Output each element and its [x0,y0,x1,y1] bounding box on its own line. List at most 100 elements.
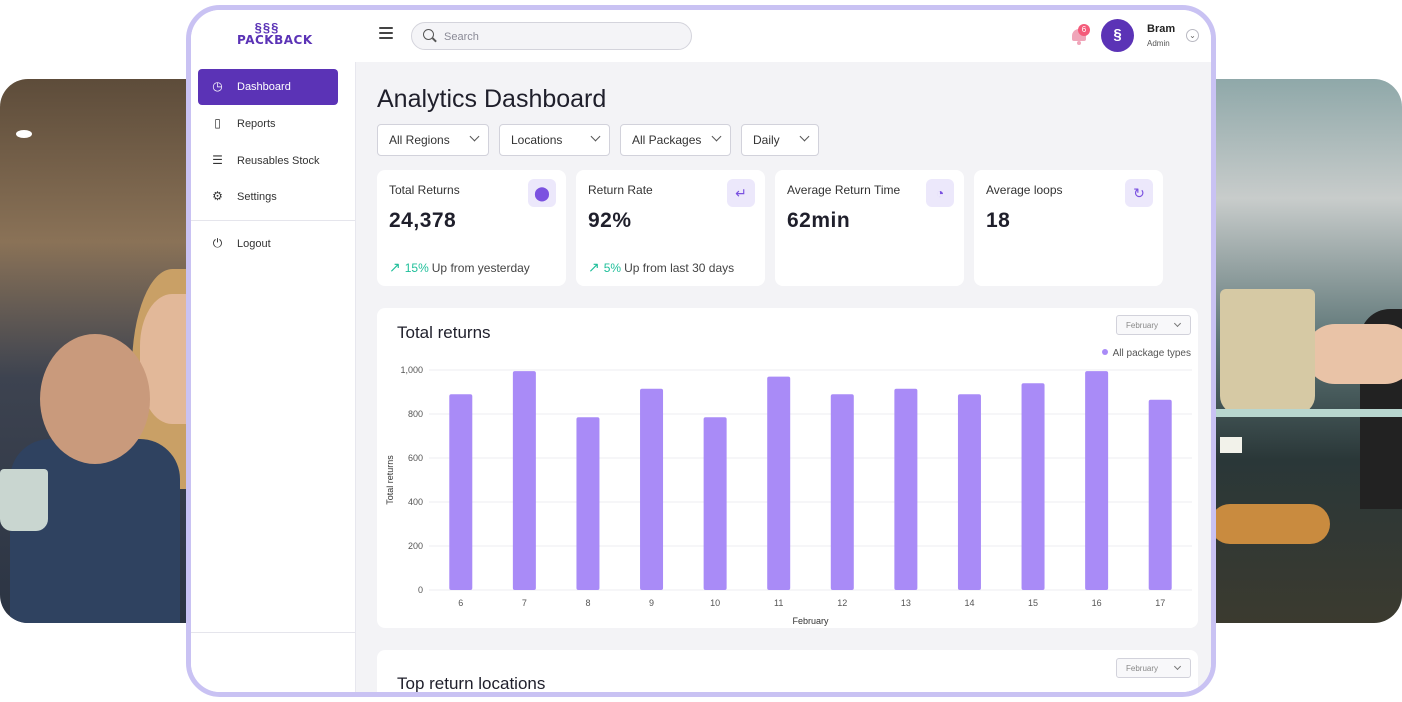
bar [830,394,854,590]
y-tick-label: 200 [408,541,423,551]
x-axis-label: February [792,616,829,626]
sidebar-item-label: Reports [237,118,276,130]
kpi-card-average-loops: Average loops ↻ 18 [974,170,1163,286]
month-select[interactable]: February [1116,315,1191,335]
x-tick-label: 17 [1155,598,1165,608]
sidebar-divider [191,220,355,221]
logo-wordmark: PACKBACK [237,33,313,47]
sidebar-item-label: Settings [237,191,277,203]
chart-legend: All package types [1101,348,1191,359]
filter-locations-select[interactable]: Locations [499,124,610,156]
chevron-down-icon [711,131,722,142]
kpi-title: Average Return Time [787,183,901,197]
bar [1021,383,1045,590]
x-tick-label: 8 [585,598,590,608]
bar [767,376,791,590]
kpi-trend: ↗ 15% Up from yesterday [389,259,530,275]
x-tick-label: 16 [1092,598,1102,608]
search-box [411,22,692,50]
kpi-title: Total Returns [389,183,460,197]
sidebar-item-label: Dashboard [237,81,291,93]
sidebar-item-settings[interactable]: ⚙ Settings [198,179,338,215]
bar [1085,371,1109,590]
chevron-down-icon [590,131,601,142]
chevron-down-icon [1173,662,1182,671]
y-tick-label: 0 [418,585,423,595]
user-menu-chevron-icon[interactable]: ⌄ [1186,29,1199,42]
y-tick-label: 800 [408,409,423,419]
sidebar-item-reusables-stock[interactable]: ☰ Reusables Stock [198,143,338,179]
refresh-icon: ↻ [1125,179,1153,207]
sidebar: ◷ Dashboard ▯ Reports ☰ Reusables Stock … [191,62,356,692]
kpi-title: Return Rate [588,183,653,197]
app-window: §§§ PACKBACK 6 § Bram Admin ⌄ ◷ Dashboar… [186,5,1216,697]
trend-up-icon: ↗ [389,259,401,275]
clipboard-icon: ▯ [214,116,221,130]
filter-packages-select[interactable]: All Packages [620,124,731,156]
y-tick-label: 1,000 [400,365,423,375]
bar [449,394,473,590]
power-icon: ⏻ [212,236,223,250]
sidebar-item-label: Logout [237,238,271,250]
bar [1148,399,1172,590]
sidebar-divider [191,632,355,633]
location-pin-icon: ⬤ [528,179,556,207]
photo-people-with-cups [0,79,200,623]
sidebar-item-label: Reusables Stock [237,155,320,167]
speedometer-icon: ◷ [212,79,223,93]
x-tick-label: 14 [964,598,974,608]
x-tick-label: 7 [522,598,527,608]
card-title: Total returns [397,323,491,342]
main-content: Analytics Dashboard All Regions Location… [356,62,1211,693]
chevron-down-icon [799,131,810,142]
x-tick-label: 13 [901,598,911,608]
total-returns-bar-chart: 0 200 400 600 800 1,000 6 7 8 9 10 11 12 13 14 15 16 17 Fe… [385,365,1192,626]
bar [957,394,981,590]
trend-up-icon: ↗ [588,259,600,275]
kpi-card-total-returns: Total Returns ⬤ 24,378 ↗ 15% Up from yeste… [377,170,566,286]
hamburger-menu-icon[interactable] [379,27,393,39]
user-role: Admin [1147,39,1170,48]
chevron-down-icon [469,131,480,142]
gear-icon: ⚙ [212,189,223,203]
x-tick-label: 6 [458,598,463,608]
card-title: Top return locations [397,674,546,693]
kpi-card-average-return-time: Average Return Time ◔ 62min [775,170,964,286]
sidebar-item-logout[interactable]: ⏻ Logout [198,226,338,262]
x-tick-label: 9 [649,598,654,608]
topbar: §§§ PACKBACK 6 § Bram Admin ⌄ [191,10,1211,62]
filter-regions-select[interactable]: All Regions [377,124,489,156]
x-tick-label: 11 [774,598,783,608]
user-avatar[interactable]: § [1101,19,1134,52]
search-icon [423,29,434,40]
logo-mark-icon: §§§ [254,20,280,35]
bar [894,388,918,590]
page-title: Analytics Dashboard [377,85,607,113]
kpi-value: 24,378 [389,209,457,232]
month-select[interactable]: February [1116,658,1191,678]
list-icon: ☰ [212,153,223,167]
y-axis-label: Total returns [385,455,395,505]
sidebar-item-reports[interactable]: ▯ Reports [198,106,338,142]
search-input[interactable] [444,28,674,45]
x-tick-label: 10 [710,598,720,608]
filter-period-select[interactable]: Daily [741,124,819,156]
kpi-trend: ↗ 5% Up from last 30 days [588,259,735,275]
bar [703,417,727,590]
packback-logo[interactable]: §§§ PACKBACK [237,20,313,47]
kpi-value: 92% [588,209,632,232]
legend-swatch [1101,349,1108,355]
y-tick-label: 600 [408,453,423,463]
notification-count-badge: 6 [1078,24,1090,36]
bar [512,371,536,590]
sidebar-item-dashboard[interactable]: ◷ Dashboard [198,69,338,105]
total-returns-card: Total returns February All package types… [377,308,1198,628]
x-tick-label: 12 [837,598,847,608]
y-tick-label: 400 [408,497,423,507]
chevron-down-icon [1173,319,1182,328]
x-tick-label: 15 [1028,598,1038,608]
kpi-title: Average loops [986,183,1063,197]
user-name: Bram [1147,23,1176,35]
return-arrow-icon: ↵ [727,179,755,207]
